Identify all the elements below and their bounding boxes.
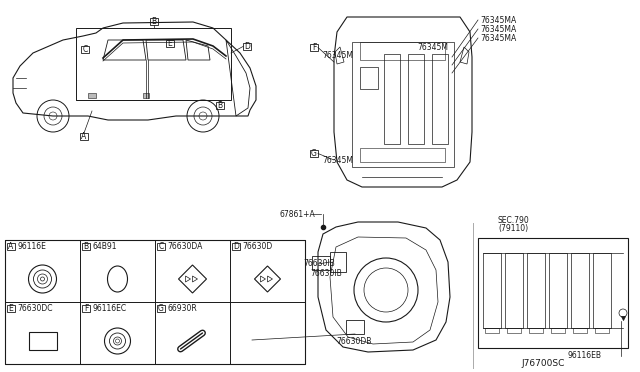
Text: B: B bbox=[218, 101, 223, 110]
Bar bbox=[88, 93, 96, 98]
Bar bbox=[360, 42, 445, 60]
Text: 76630IB: 76630IB bbox=[303, 260, 335, 269]
Bar bbox=[527, 253, 545, 328]
Text: A: A bbox=[81, 132, 86, 141]
Bar bbox=[360, 67, 378, 89]
Text: (79110): (79110) bbox=[498, 224, 528, 232]
Bar bbox=[310, 150, 318, 157]
Text: 76630DA: 76630DA bbox=[167, 242, 202, 251]
Text: G: G bbox=[311, 149, 317, 158]
Bar bbox=[408, 54, 424, 144]
Bar bbox=[330, 252, 346, 272]
Bar bbox=[155, 302, 230, 364]
Text: D: D bbox=[233, 242, 239, 251]
Text: 76630IB: 76630IB bbox=[310, 269, 342, 278]
Bar bbox=[80, 302, 155, 364]
Bar bbox=[5, 240, 305, 364]
Bar bbox=[243, 43, 251, 50]
Text: C: C bbox=[158, 242, 164, 251]
Bar bbox=[432, 54, 448, 144]
Bar bbox=[155, 240, 230, 302]
Bar bbox=[76, 28, 231, 100]
Bar bbox=[82, 243, 90, 250]
Bar bbox=[549, 253, 567, 328]
Bar bbox=[573, 328, 587, 333]
Text: C: C bbox=[83, 45, 88, 54]
Text: E: E bbox=[8, 304, 13, 313]
Bar bbox=[5, 240, 80, 302]
Bar bbox=[346, 320, 364, 334]
Text: 66930R: 66930R bbox=[167, 304, 196, 313]
Text: F: F bbox=[84, 304, 88, 313]
Bar bbox=[80, 133, 88, 140]
Text: 76630DC: 76630DC bbox=[17, 304, 52, 313]
Bar bbox=[529, 328, 543, 333]
Bar bbox=[384, 54, 400, 144]
Bar bbox=[80, 240, 155, 302]
Bar bbox=[505, 253, 523, 328]
Bar bbox=[230, 240, 305, 302]
Bar bbox=[7, 243, 15, 250]
Text: D: D bbox=[244, 42, 250, 51]
Text: 96116EC: 96116EC bbox=[92, 304, 126, 313]
Bar bbox=[5, 302, 80, 364]
Bar bbox=[232, 243, 240, 250]
Text: F: F bbox=[312, 43, 316, 52]
Bar bbox=[29, 332, 56, 350]
Bar bbox=[157, 305, 165, 312]
Text: 76630DB: 76630DB bbox=[336, 337, 371, 346]
Text: J76700SC: J76700SC bbox=[522, 359, 564, 368]
Bar bbox=[150, 18, 157, 25]
Text: 76345MA: 76345MA bbox=[480, 25, 516, 33]
Text: 76345M: 76345M bbox=[417, 42, 448, 51]
Text: E: E bbox=[168, 39, 172, 48]
Bar bbox=[507, 328, 521, 333]
Text: 76630D: 76630D bbox=[242, 242, 272, 251]
Bar bbox=[310, 44, 318, 51]
Bar bbox=[157, 243, 165, 250]
Bar bbox=[82, 305, 90, 312]
Bar bbox=[485, 328, 499, 333]
Bar bbox=[7, 305, 15, 312]
Text: B: B bbox=[151, 17, 156, 26]
Bar bbox=[360, 148, 445, 162]
Bar bbox=[571, 253, 589, 328]
Text: G: G bbox=[158, 304, 164, 313]
Text: 96116EB: 96116EB bbox=[568, 352, 602, 360]
Text: 76345MA: 76345MA bbox=[480, 33, 516, 42]
Bar bbox=[595, 328, 609, 333]
Bar bbox=[312, 256, 330, 270]
Bar bbox=[166, 40, 174, 47]
Text: 96116E: 96116E bbox=[17, 242, 46, 251]
Text: 76345M: 76345M bbox=[322, 51, 353, 60]
Bar bbox=[81, 46, 89, 53]
Bar bbox=[478, 238, 628, 348]
Text: 64B91: 64B91 bbox=[92, 242, 116, 251]
Text: 67861+A: 67861+A bbox=[280, 209, 316, 218]
Text: A: A bbox=[8, 242, 13, 251]
Bar bbox=[216, 102, 224, 109]
Bar bbox=[230, 302, 305, 364]
Bar bbox=[483, 253, 501, 328]
Bar bbox=[593, 253, 611, 328]
Text: B: B bbox=[83, 242, 88, 251]
Text: SEC.790: SEC.790 bbox=[498, 215, 530, 224]
Text: 76345MA: 76345MA bbox=[480, 16, 516, 25]
Bar bbox=[551, 328, 565, 333]
Bar bbox=[143, 93, 149, 98]
Text: 76345M: 76345M bbox=[322, 155, 353, 164]
